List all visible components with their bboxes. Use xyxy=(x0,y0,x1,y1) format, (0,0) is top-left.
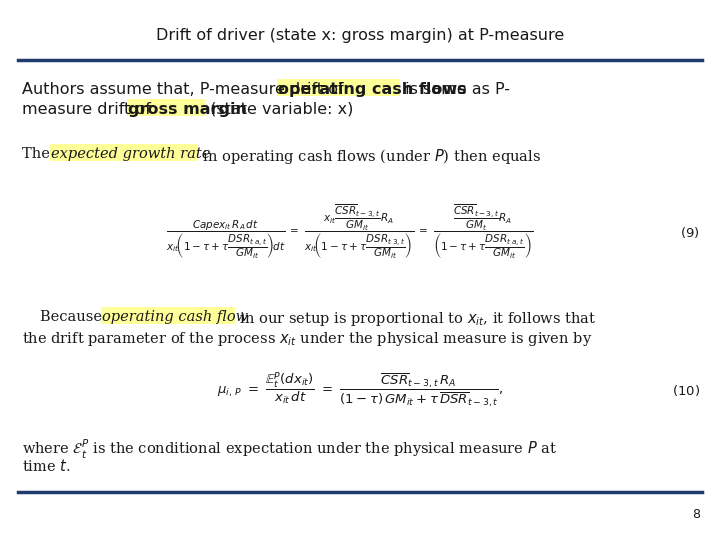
Text: Drift of driver (state x: gross margin) at P-measure: Drift of driver (state x: gross margin) … xyxy=(156,28,564,43)
Text: is same as P-: is same as P- xyxy=(400,82,510,97)
Text: The: The xyxy=(22,147,55,161)
Text: expected growth rate: expected growth rate xyxy=(51,147,210,161)
Text: in operating cash flows (under $P$) then equals: in operating cash flows (under $P$) then… xyxy=(198,147,541,166)
Text: time $t$.: time $t$. xyxy=(22,458,71,474)
Text: measure drift of: measure drift of xyxy=(22,102,156,117)
Text: gross margin: gross margin xyxy=(128,102,247,117)
Text: $(9)$: $(9)$ xyxy=(680,225,700,240)
Text: where $\mathcal{E}^P_t$ is the conditional expectation under the physical measur: where $\mathcal{E}^P_t$ is the condition… xyxy=(22,438,557,461)
Text: Because: Because xyxy=(40,310,107,324)
Text: 8: 8 xyxy=(692,508,700,521)
Text: Authors assume that, P-measure drift of: Authors assume that, P-measure drift of xyxy=(22,82,348,97)
Text: $(10)$: $(10)$ xyxy=(672,382,700,397)
FancyBboxPatch shape xyxy=(127,99,204,116)
FancyBboxPatch shape xyxy=(50,144,198,161)
Text: the drift parameter of the process $x_{it}$ under the physical measure is given : the drift parameter of the process $x_{i… xyxy=(22,330,593,348)
Text: $\mu_{i,\,P}\ =\ \dfrac{\mathbb{E}^P_t(dx_{it})}{x_{it}\,dt}\ =\ \dfrac{\overlin: $\mu_{i,\,P}\ =\ \dfrac{\mathbb{E}^P_t(d… xyxy=(217,370,503,410)
Text: (state variable: x): (state variable: x) xyxy=(204,102,353,117)
Text: $\dfrac{Capex_{it}\,R_A\,dt}{x_{it}\!\left(1-\tau+\tau\dfrac{DSR_{t\;a,t}}{GM_{i: $\dfrac{Capex_{it}\,R_A\,dt}{x_{it}\!\le… xyxy=(166,203,534,261)
FancyBboxPatch shape xyxy=(101,307,235,324)
Text: in our setup is proportional to $x_{it}$, it follows that: in our setup is proportional to $x_{it}$… xyxy=(235,310,596,328)
Text: operating cash flow: operating cash flow xyxy=(102,310,248,324)
Text: operating cash flows: operating cash flows xyxy=(278,82,467,97)
FancyBboxPatch shape xyxy=(277,79,400,96)
